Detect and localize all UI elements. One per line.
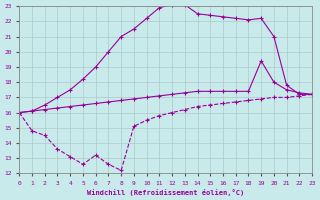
X-axis label: Windchill (Refroidissement éolien,°C): Windchill (Refroidissement éolien,°C) [87, 189, 244, 196]
